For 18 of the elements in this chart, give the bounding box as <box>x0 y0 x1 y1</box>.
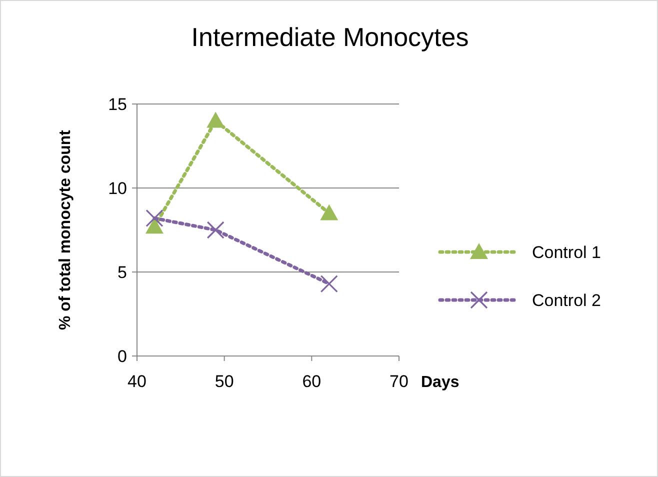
legend-label: Control 2 <box>532 290 601 310</box>
point <box>320 204 338 220</box>
chart-title: Intermediate Monocytes <box>191 22 469 52</box>
y-tick-label: 10 <box>108 178 127 198</box>
y-tick-label: 5 <box>118 262 127 282</box>
x-tick-label: 60 <box>302 372 322 391</box>
y-axis-title: % of total monocyte count <box>57 129 74 330</box>
x-tick-label: 40 <box>128 372 146 391</box>
y-tick-label: 15 <box>108 94 127 114</box>
x-tick-label: 50 <box>214 372 234 391</box>
point <box>320 274 338 293</box>
legend-label: Control 1 <box>532 242 601 262</box>
y-tick-label: 0 <box>118 346 127 366</box>
point <box>206 221 224 239</box>
point <box>146 209 164 228</box>
point <box>206 112 225 128</box>
x-tick-label: 70 <box>390 372 408 391</box>
x-axis-title: Days <box>421 374 460 391</box>
